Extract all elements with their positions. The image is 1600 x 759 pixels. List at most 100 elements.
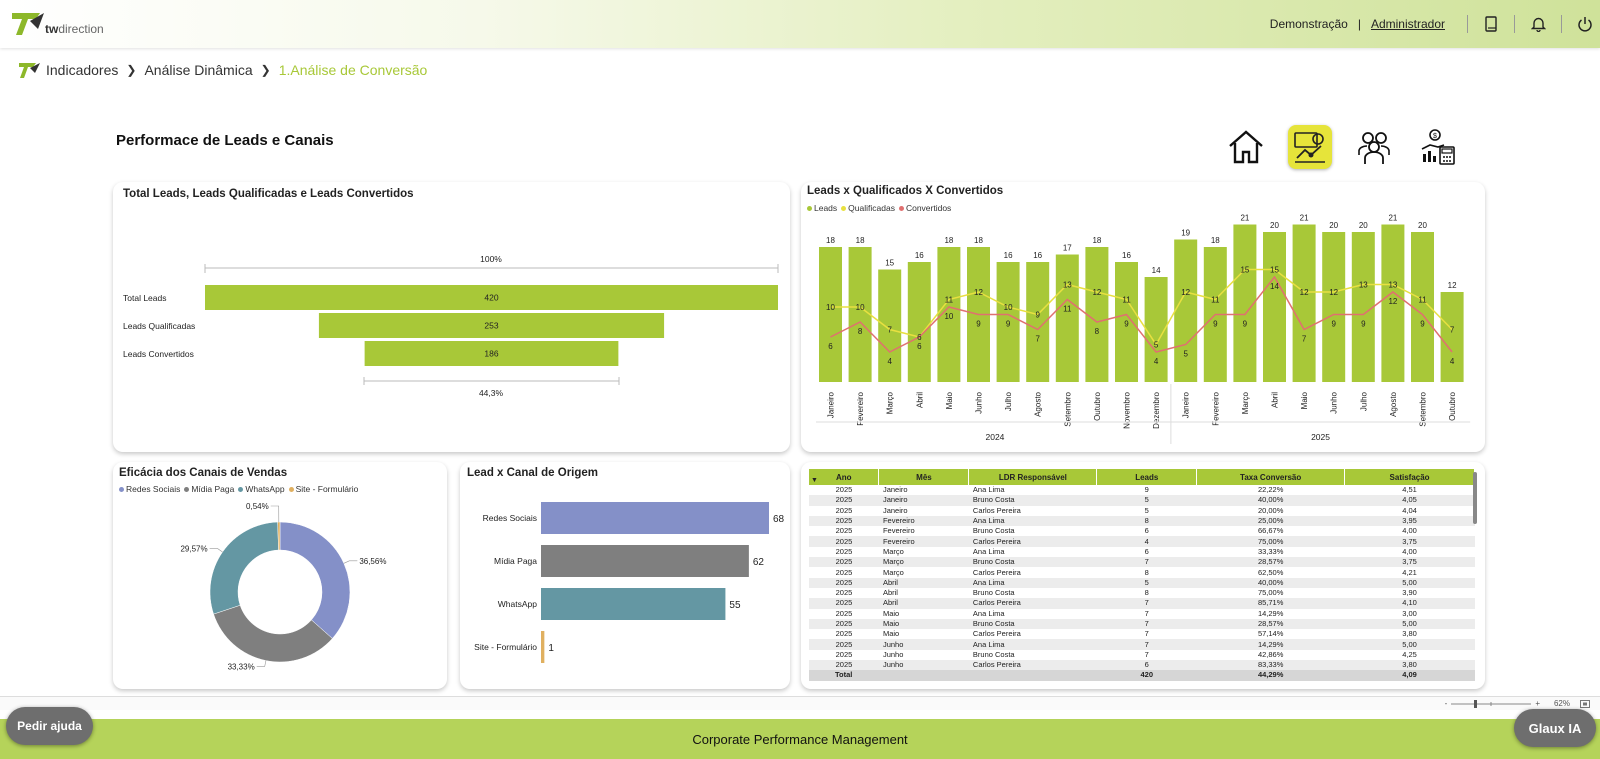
- total-leads: 420: [1096, 670, 1197, 681]
- fit-page-icon[interactable]: [1580, 699, 1590, 708]
- admin-link[interactable]: Administrador: [1370, 17, 1445, 31]
- donut-pct-label: 29,57%: [180, 545, 207, 554]
- x-tick-label: Maio: [1300, 391, 1309, 409]
- donut-legend: Redes Sociais Mídia Paga WhatsApp Site -…: [119, 484, 362, 494]
- funnel-top-pct: 100%: [480, 254, 502, 264]
- data-label-qualificadas: 5: [1154, 341, 1159, 350]
- table-cell: 14,29%: [1257, 608, 1284, 618]
- x-tick-label: Julho: [1004, 391, 1013, 411]
- data-table: Ano Mês LDR Responsável Leads Taxa Conve…: [809, 469, 1475, 681]
- col-ldr[interactable]: LDR Responsável: [968, 469, 1098, 485]
- data-label-leads: 21: [1388, 214, 1397, 223]
- table-row: 2025 Fevereiro Ana Lima 8 25,00% 3,95: [809, 515, 1475, 527]
- home-icon[interactable]: [1224, 125, 1268, 169]
- data-label-qualificadas: 13: [1388, 281, 1397, 290]
- bar-leads: [878, 269, 902, 382]
- data-label-leads: 12: [1448, 281, 1457, 290]
- hbar-value-label: 55: [729, 600, 741, 611]
- data-label-leads: 21: [1300, 214, 1309, 223]
- data-label-qualificadas: 12: [1329, 288, 1338, 297]
- table-cell: Março: [878, 557, 969, 568]
- funnel-bar: [205, 285, 778, 310]
- table-cell: 40,00%: [1196, 495, 1345, 506]
- table-cell: 2025: [809, 557, 879, 568]
- table-row: 2025 Abril Carlos Pereira 7 85,71% 4,10: [809, 598, 1475, 609]
- legend-item: Convertidos: [898, 203, 951, 213]
- hbar-category-label: Redes Sociais: [483, 513, 537, 523]
- table-cell: 5,00: [1344, 618, 1475, 630]
- table-cell: Bruno Costa: [968, 495, 1097, 506]
- page-title: Performace de Leads e Canais: [116, 132, 334, 149]
- table-cell: 42,86%: [1257, 649, 1284, 659]
- glaux-ia-button[interactable]: Glaux IA: [1514, 709, 1596, 747]
- book-icon[interactable]: [1482, 15, 1500, 33]
- table-cell: 4,00: [1402, 526, 1417, 536]
- legend-item: Qualificadas: [841, 203, 895, 213]
- zoom-slider[interactable]: [1451, 699, 1532, 708]
- sort-desc-icon[interactable]: ▼: [811, 477, 818, 484]
- data-label-convertidos: 4: [1450, 357, 1455, 366]
- zoom-in-button[interactable]: +: [1535, 699, 1540, 708]
- table-cell: 3,00: [1402, 608, 1417, 618]
- bell-icon[interactable]: [1529, 15, 1547, 33]
- breadcrumb-current: 1.Análise de Conversão: [278, 62, 428, 78]
- footer-text: Corporate Performance Management: [692, 731, 908, 747]
- table-row: 2025 Abril Ana Lima 5 40,00% 5,00: [809, 577, 1475, 588]
- table-cell: 2025: [835, 546, 853, 556]
- breadcrumb-logo-icon: [19, 63, 40, 78]
- donut-pct-label: 33,33%: [228, 662, 255, 671]
- x-tick-label: Dezembro: [1152, 391, 1161, 428]
- team-icon[interactable]: [1352, 125, 1396, 169]
- data-label-qualificadas: 11: [1122, 296, 1131, 305]
- col-mes[interactable]: Mês: [878, 469, 970, 485]
- table-cell: Janeiro: [878, 495, 969, 506]
- col-satisfacao[interactable]: Satisfação: [1344, 469, 1475, 485]
- table-cell: Carlos Pereira: [968, 598, 1097, 609]
- data-label-leads: 20: [1359, 221, 1368, 230]
- data-label-convertidos: 12: [1388, 297, 1397, 306]
- table-cell: Março: [882, 567, 904, 577]
- table-cell: Junho: [878, 639, 969, 650]
- total-taxa: 44,29%: [1196, 670, 1345, 681]
- legend-item: Site - Formulário: [288, 484, 358, 494]
- table-cell: 2025: [809, 515, 879, 527]
- table-row: 2025 Junho Carlos Pereira 6 83,33% 3,80: [809, 660, 1475, 671]
- data-label-qualificadas: 13: [1063, 281, 1072, 290]
- table-cell: 2025: [835, 608, 853, 618]
- data-label-leads: 20: [1418, 221, 1427, 230]
- table-cell: 6: [1096, 660, 1197, 671]
- table-scrollbar[interactable]: [1473, 472, 1477, 524]
- col-taxa[interactable]: Taxa Conversão: [1196, 469, 1346, 485]
- breadcrumb-analise-dinamica[interactable]: Análise Dinâmica: [144, 62, 253, 78]
- help-button[interactable]: Pedir ajuda: [6, 707, 93, 745]
- table-cell: 83,33%: [1196, 660, 1345, 671]
- table-cell: Carlos Pereira: [968, 536, 1097, 547]
- data-label-leads: 18: [826, 236, 835, 245]
- table-cell: Ana Lima: [968, 577, 1097, 588]
- table-cell: 4,51: [1402, 485, 1417, 495]
- x-tick-label: Outubro: [1448, 391, 1457, 420]
- data-label-qualificadas: 9: [1035, 311, 1040, 320]
- zoom-out-button[interactable]: -: [1444, 699, 1448, 708]
- table-cell: Carlos Pereira: [972, 629, 1021, 639]
- data-label-convertidos: 8: [1095, 327, 1100, 336]
- table-cell: 75,00%: [1257, 588, 1284, 598]
- analytics-dashboard-icon[interactable]: [1288, 125, 1332, 169]
- table-cell: 4,25: [1402, 649, 1417, 659]
- table-cell: 66,67%: [1257, 526, 1284, 536]
- col-leads[interactable]: Leads: [1096, 469, 1198, 485]
- table-cell: Fevereiro: [878, 536, 969, 547]
- donut-leader-line: [209, 548, 223, 553]
- table-cell: 7: [1096, 618, 1197, 630]
- donut-pct-label: 36,56%: [359, 557, 386, 566]
- table-cell: Bruno Costa: [972, 649, 1015, 659]
- table-row: 2025 Janeiro Bruno Costa 5 40,00% 4,05: [809, 495, 1475, 506]
- data-label-convertidos: 9: [1006, 320, 1011, 329]
- divider: [1467, 15, 1468, 33]
- hbar-bar: [541, 631, 545, 663]
- legend-item: WhatsApp: [238, 484, 285, 494]
- col-ano[interactable]: Ano: [809, 469, 880, 485]
- power-icon[interactable]: [1576, 15, 1594, 33]
- breadcrumb-indicadores[interactable]: Indicadores: [46, 62, 119, 78]
- finance-calculator-icon[interactable]: $: [1416, 125, 1460, 169]
